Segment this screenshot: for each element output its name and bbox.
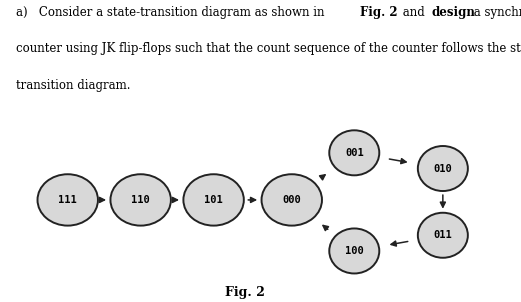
- Text: 010: 010: [433, 163, 452, 174]
- Ellipse shape: [262, 174, 322, 226]
- Ellipse shape: [418, 146, 468, 191]
- Ellipse shape: [110, 174, 171, 226]
- Text: Fig. 2: Fig. 2: [225, 286, 265, 299]
- Text: counter using JK flip-flops such that the count sequence of the counter follows : counter using JK flip-flops such that th…: [16, 43, 521, 56]
- Text: 110: 110: [131, 195, 150, 205]
- Text: design: design: [431, 6, 475, 19]
- Text: 101: 101: [204, 195, 223, 205]
- Text: a)   Consider a state-transition diagram as shown in: a) Consider a state-transition diagram a…: [16, 6, 328, 19]
- Text: a synchronous: a synchronous: [470, 6, 521, 19]
- Text: 001: 001: [345, 148, 364, 158]
- Ellipse shape: [418, 213, 468, 258]
- Text: 000: 000: [282, 195, 301, 205]
- Text: and: and: [399, 6, 428, 19]
- Text: Fig. 2: Fig. 2: [360, 6, 398, 19]
- Ellipse shape: [329, 130, 379, 175]
- Text: 011: 011: [433, 230, 452, 240]
- Ellipse shape: [183, 174, 244, 226]
- Ellipse shape: [329, 228, 379, 274]
- Text: transition diagram.: transition diagram.: [16, 79, 130, 92]
- Text: 111: 111: [58, 195, 77, 205]
- Ellipse shape: [38, 174, 98, 226]
- Text: 100: 100: [345, 246, 364, 256]
